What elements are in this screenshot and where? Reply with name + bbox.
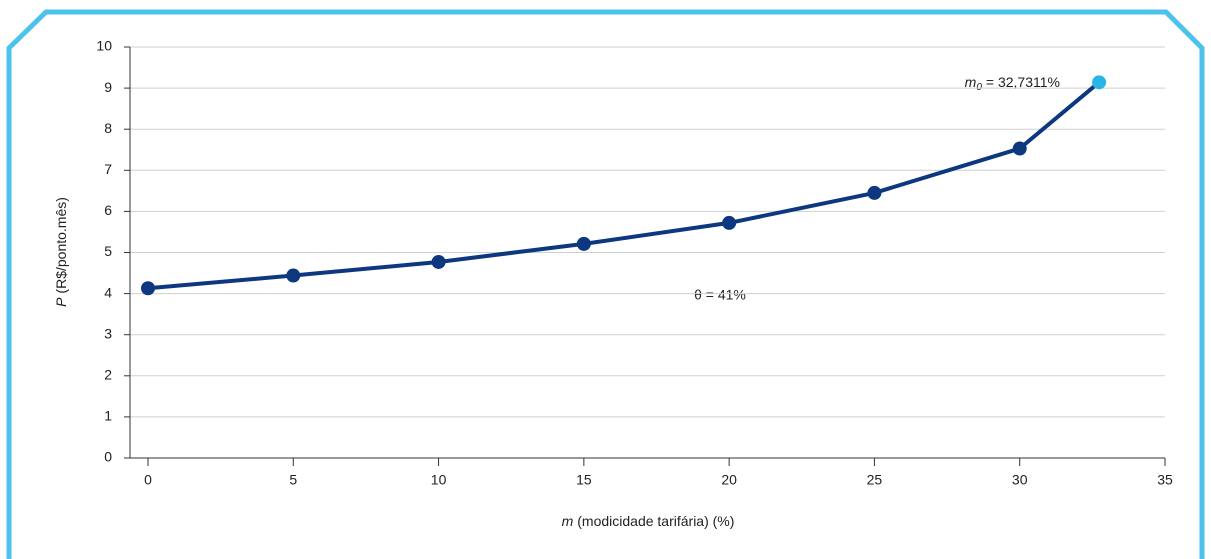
x-label-text: (modicidade tarifária) (%) bbox=[577, 513, 734, 529]
y-tick-label: 5 bbox=[104, 243, 112, 259]
y-tick-label: 1 bbox=[104, 408, 112, 424]
x-tick-label: 20 bbox=[721, 472, 737, 488]
annotation-var: m bbox=[965, 74, 977, 90]
y-tick-label: 10 bbox=[96, 38, 112, 54]
point bbox=[1092, 75, 1107, 90]
y-tick-label: 6 bbox=[104, 202, 112, 218]
x-tick-label: 10 bbox=[431, 472, 447, 488]
point bbox=[1012, 141, 1027, 156]
point bbox=[867, 185, 882, 200]
y-label-var: P bbox=[53, 297, 69, 307]
x-tick-label: 25 bbox=[867, 472, 883, 488]
annotation-m0: m0 = 32,7311% bbox=[965, 74, 1060, 93]
annotation-sub: 0 bbox=[976, 82, 982, 93]
y-tick-label: 3 bbox=[104, 325, 112, 341]
x-tick-label: 35 bbox=[1157, 472, 1173, 488]
y-tick-label: 7 bbox=[104, 161, 112, 177]
x-label-var: m bbox=[562, 513, 574, 529]
annotation-theta: θ = 41% bbox=[694, 287, 746, 303]
point bbox=[431, 254, 446, 269]
point bbox=[141, 281, 155, 296]
y-label-text: (R$/ponto.mês) bbox=[53, 197, 69, 293]
series-line bbox=[147, 80, 1101, 291]
y-axis-label: P (R$/ponto.mês) bbox=[53, 197, 69, 307]
x-tick-label: 0 bbox=[144, 472, 152, 488]
frame-border bbox=[6, 9, 1205, 559]
point bbox=[722, 215, 737, 230]
x-tick-label: 30 bbox=[1012, 472, 1028, 488]
point bbox=[286, 268, 301, 283]
y-tick-label: 2 bbox=[104, 367, 112, 383]
annotation-text: = 32,7311% bbox=[986, 74, 1060, 90]
y-tick-label: 8 bbox=[104, 120, 112, 136]
point bbox=[576, 236, 591, 251]
y-tick-label: 4 bbox=[104, 284, 112, 300]
x-tick-label: 15 bbox=[576, 472, 592, 488]
x-axis-label: m (modicidade tarifária) (%) bbox=[562, 513, 735, 529]
y-tick-label: 9 bbox=[104, 79, 112, 95]
y-tick-label: 0 bbox=[104, 449, 112, 465]
x-tick-label: 5 bbox=[289, 472, 297, 488]
